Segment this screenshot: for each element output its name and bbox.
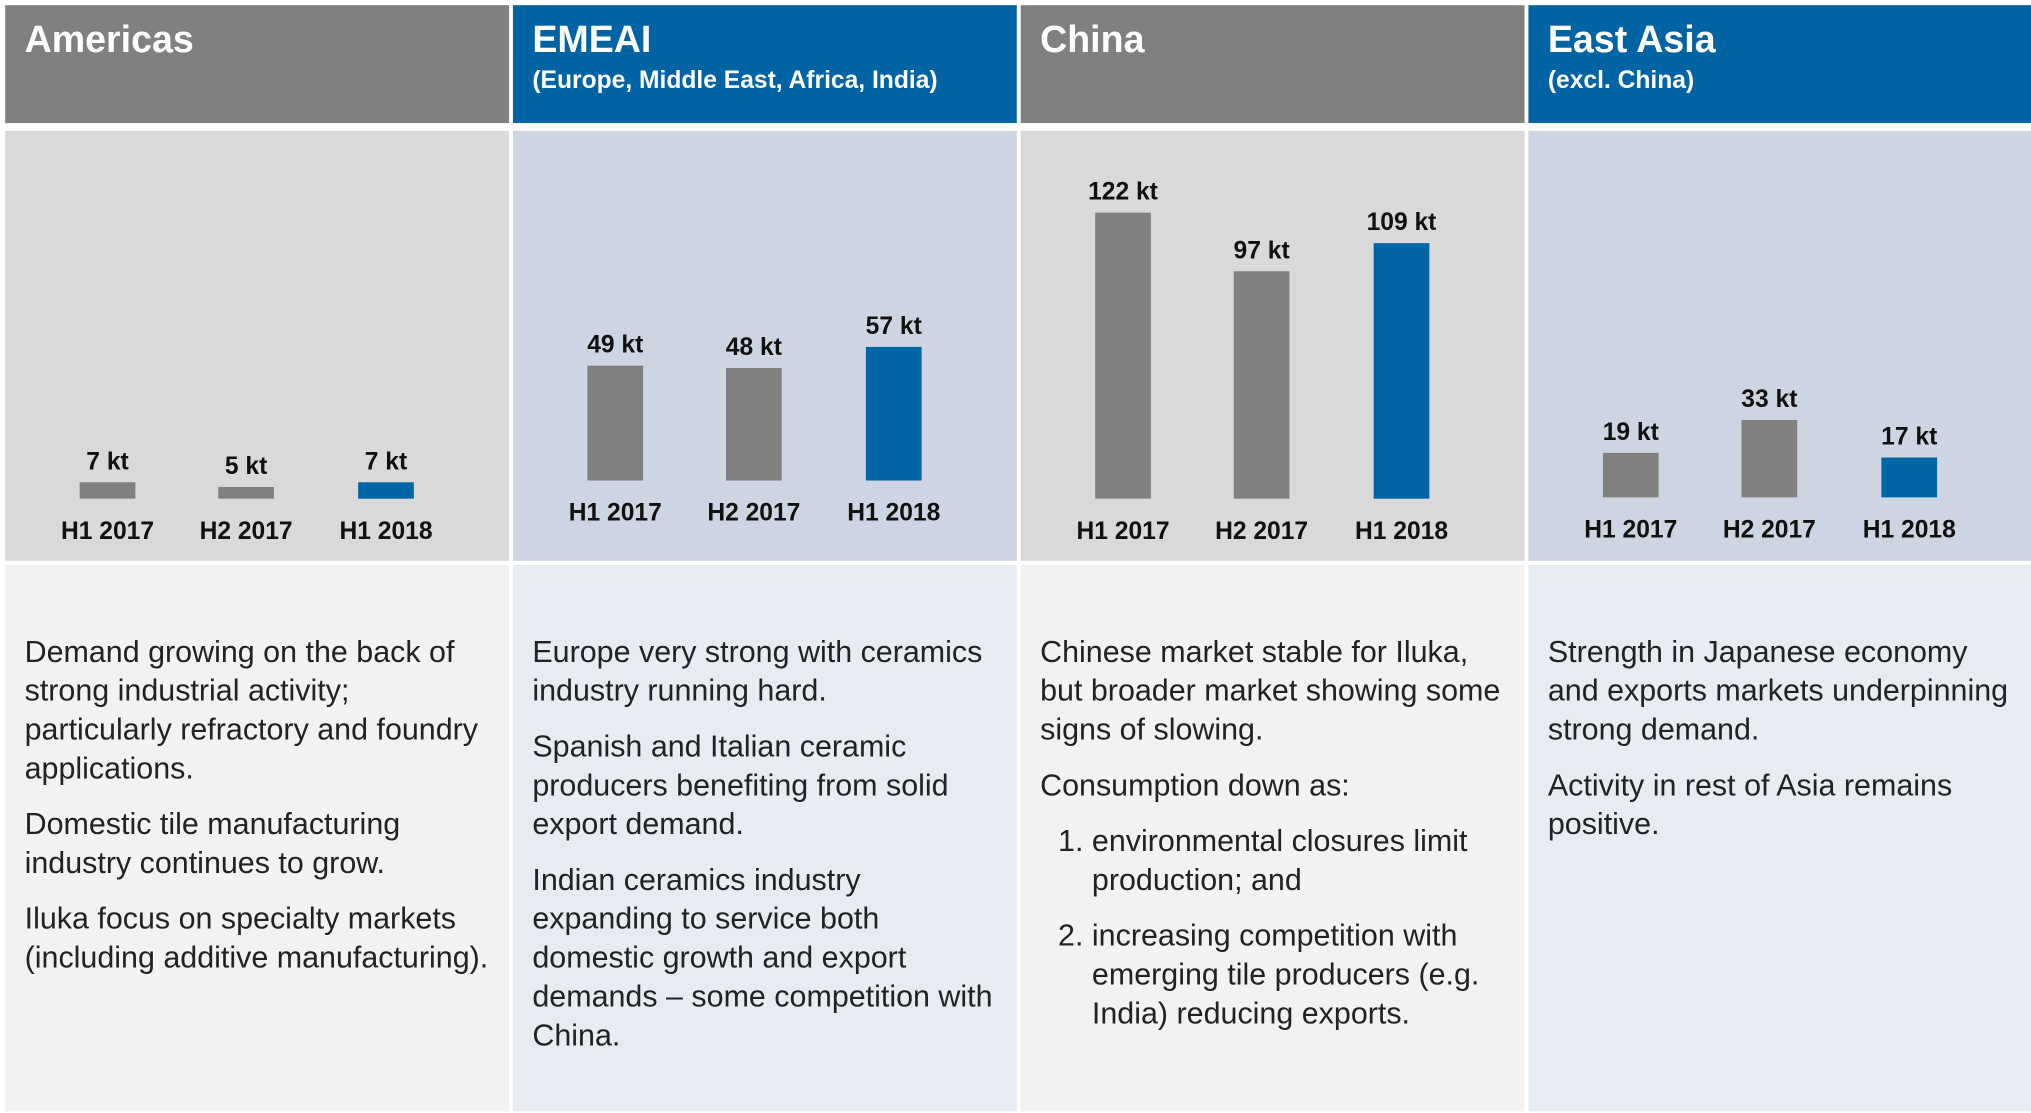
bar	[865, 346, 922, 481]
notes: Europe very strong with ceramics industr…	[512, 564, 1017, 1112]
category-label: H1 2018	[339, 518, 432, 545]
category-label: H1 2017	[1076, 518, 1169, 545]
category-label: H1 2017	[1584, 517, 1677, 544]
bar	[1233, 271, 1290, 499]
notes: Chinese market stable for Iluka, but bro…	[1020, 564, 1525, 1112]
bar	[1602, 452, 1659, 498]
bar	[358, 482, 414, 499]
notes: Demand growing on the back of strong ind…	[5, 564, 510, 1112]
bar	[1741, 420, 1798, 498]
panel-header: East Asia (excl. China)	[1528, 5, 2031, 124]
note-paragraph: Activity in rest of Asia remains positiv…	[1547, 768, 1953, 841]
category-label: H1 2018	[1863, 517, 1956, 544]
chart-area: 122 kt H1 2017 97 kt H2 2017 109 kt H1 2018	[1020, 130, 1525, 561]
bar-chart: 19 kt H1 2017 33 kt H2 2017 17 kt H1 2018	[1584, 386, 1956, 544]
bar	[1881, 457, 1938, 498]
panel-title: China	[1040, 19, 1145, 61]
value-label: 109 kt	[1367, 209, 1437, 236]
value-label: 48 kt	[726, 334, 782, 361]
panel-subtitle: (Europe, Middle East, Africa, India)	[532, 67, 938, 95]
note-list: environmental closures limit production;…	[1040, 821, 1511, 1032]
value-label: 7 kt	[86, 448, 128, 475]
category-label: H1 2018	[1355, 518, 1448, 545]
note-paragraph: Indian ceramics industry expanding to se…	[532, 862, 993, 1052]
category-label: H1 2017	[569, 500, 662, 527]
category-label: H2 2017	[1215, 518, 1308, 545]
panel-subtitle: (excl. China)	[1547, 67, 1695, 95]
bar	[218, 486, 274, 499]
chart-area: 49 kt H1 2017 48 kt H2 2017 57 kt H1 2018	[512, 130, 1017, 561]
bar	[1373, 243, 1430, 499]
category-label: H2 2017	[200, 518, 293, 545]
note-paragraph: Consumption down as:	[1040, 768, 1350, 802]
bar	[1095, 212, 1151, 499]
value-label: 57 kt	[866, 313, 922, 340]
chart-area: 7 kt H1 2017 5 kt H2 2017 7 kt H1 2018	[5, 130, 510, 561]
value-label: 7 kt	[365, 448, 407, 475]
panel-title: EMEAI	[532, 19, 652, 61]
category-label: H2 2017	[1723, 517, 1816, 544]
chart-area: 19 kt H1 2017 33 kt H2 2017 17 kt H1 2018	[1528, 130, 2031, 561]
bar	[79, 482, 136, 499]
bar-chart: 7 kt H1 2017 5 kt H2 2017 7 kt H1 2018	[61, 448, 433, 545]
note-item: environmental closures limit production;…	[1092, 821, 1512, 899]
panel-header: China	[1020, 5, 1525, 124]
value-label: 17 kt	[1881, 424, 1937, 451]
bar-chart: 122 kt H1 2017 97 kt H2 2017 109 kt H1 2018	[1076, 179, 1448, 545]
bar	[726, 368, 782, 481]
panel-header: Americas	[5, 5, 510, 124]
note-paragraph: Europe very strong with ceramics industr…	[532, 634, 983, 708]
value-label: 49 kt	[587, 332, 643, 359]
value-label: 5 kt	[225, 453, 267, 480]
category-label: H1 2017	[61, 518, 154, 545]
note-paragraph: Chinese market stable for Iluka, but bro…	[1040, 634, 1501, 747]
bar	[587, 365, 644, 481]
value-label: 19 kt	[1603, 419, 1659, 446]
note-paragraph: Iluka focus on specialty markets (includ…	[24, 901, 489, 975]
category-label: H1 2018	[847, 500, 940, 527]
note-paragraph: Demand growing on the back of strong ind…	[24, 634, 479, 785]
note-paragraph: Domestic tile manufacturing industry con…	[24, 806, 401, 880]
notes: Strength in Japanese economy and exports…	[1528, 564, 2031, 1112]
note-item: increasing competition with emerging til…	[1092, 916, 1512, 1033]
value-label: 97 kt	[1234, 237, 1290, 264]
panel-header: EMEAI (Europe, Middle East, Africa, India…	[512, 5, 1017, 124]
note-paragraph: Spanish and Italian ceramic producers be…	[532, 729, 949, 841]
value-label: 33 kt	[1741, 386, 1797, 413]
note-paragraph: Strength in Japanese economy and exports…	[1547, 634, 2009, 747]
category-label: H2 2017	[707, 500, 800, 527]
value-label: 122 kt	[1088, 179, 1158, 206]
panel-title: Americas	[24, 19, 194, 61]
bar-chart: 49 kt H1 2017 48 kt H2 2017 57 kt H1 2018	[569, 313, 941, 527]
panel-title: East Asia	[1547, 19, 1716, 61]
